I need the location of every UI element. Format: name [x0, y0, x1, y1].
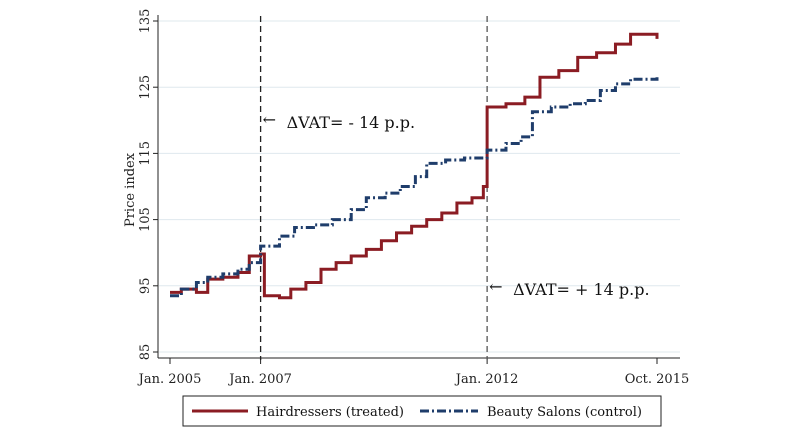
legend-label-treated: Hairdressers (treated) [256, 405, 404, 420]
annotation-arrow: ← [263, 110, 276, 129]
vat-annotation: ΔVAT= - 14 p.p. [287, 113, 415, 132]
x-tick-label: Oct. 2015 [625, 372, 690, 387]
y-tick-label: 135 [138, 9, 153, 34]
y-axis-title: Price index [123, 152, 138, 227]
y-ticks: 85 95 105 115 125 135 [138, 9, 158, 361]
x-tick-label: Jan. 2007 [227, 372, 292, 387]
vat-annotation: ΔVAT= + 14 p.p. [513, 280, 649, 299]
series-line-treated [170, 32, 659, 300]
legend-label-control: Beauty Salons (control) [487, 405, 642, 420]
x-ticks: Jan. 2005 Jan. 2007 Jan. 2012 Oct. 2015 [137, 358, 690, 387]
y-tick-label: 115 [138, 141, 153, 166]
axes [157, 15, 680, 359]
reference-lines: ← ΔVAT= - 14 p.p. ← ΔVAT= + 14 p.p. [259, 16, 650, 360]
x-tick-label: Jan. 2005 [137, 372, 202, 387]
y-tick-label: 95 [138, 278, 153, 295]
y-tick-label: 85 [138, 344, 153, 361]
y-tick-label: 105 [138, 207, 153, 232]
x-tick-label: Jan. 2012 [454, 372, 519, 387]
annotation-arrow: ← [489, 277, 502, 296]
series-line-control [170, 77, 659, 298]
grid [159, 20, 680, 353]
y-tick-label: 125 [138, 75, 153, 100]
legend: Hairdressers (treated) Beauty Salons (co… [182, 395, 662, 427]
series-lines [170, 32, 659, 300]
